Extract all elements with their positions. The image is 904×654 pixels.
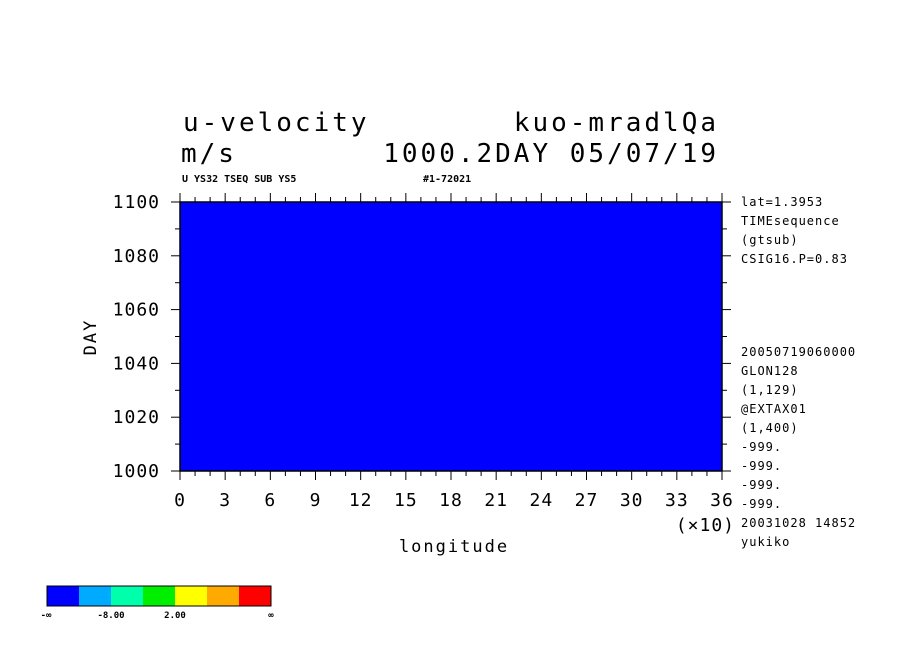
time-label: 1000.2DAY 05/07/19	[383, 139, 719, 169]
x-tick-label: 33	[665, 490, 689, 511]
x-tick-label: 0	[174, 490, 186, 511]
heatmap-field	[180, 202, 722, 471]
colorbar-label: -8.00	[97, 611, 124, 621]
x-tick-label: 9	[310, 490, 322, 511]
colorbar-swatch	[79, 586, 111, 606]
info-line: CSIG16.P=0.83	[741, 252, 848, 266]
x-tick-label: 21	[484, 490, 508, 511]
colorbar-swatch	[207, 586, 239, 606]
info-line: lat=1.3953	[741, 195, 823, 209]
colorbar-swatch	[175, 586, 207, 606]
y-tick-label: 1080	[113, 246, 160, 267]
x-tick-label: 15	[394, 490, 418, 511]
info-line: 20031028 14852	[741, 516, 856, 530]
info-line: 20050719060000	[741, 345, 856, 359]
y-axis-label: DAY	[81, 319, 101, 356]
units-label: m/s	[181, 139, 237, 169]
colorbar-swatch	[47, 586, 79, 606]
x-tick-label: 12	[349, 490, 373, 511]
colorbar	[46, 585, 272, 607]
info-line: yukiko	[741, 535, 790, 549]
info-line: TIMEsequence	[741, 214, 840, 228]
y-tick-label: 1020	[113, 407, 160, 428]
info-line: (gtsub)	[741, 233, 799, 247]
colorbar-frame	[46, 585, 272, 607]
info-line: (1,400)	[741, 421, 799, 435]
y-tick-labels: 1000 1020 1040 1060 1080 1100	[113, 192, 160, 482]
x-tick-label: 18	[439, 490, 463, 511]
run-name: kuo-mradlQa	[514, 108, 719, 138]
y-tick-label: 1000	[113, 461, 160, 482]
x-axis-label: longitude	[399, 537, 509, 557]
x-tick-label: 27	[575, 490, 599, 511]
colorbar-label: 2.00	[164, 611, 186, 621]
subtitle-left: U YS32 TSEQ SUB YS5	[182, 174, 296, 185]
info-line: -999.	[741, 440, 782, 454]
x-multiplier: (×10)	[676, 515, 735, 536]
y-tick-label: 1040	[113, 353, 160, 374]
info-line: (1,129)	[741, 383, 799, 397]
colorbar-labels: -∞ -8.00 2.00 ∞	[41, 611, 275, 621]
info-line: GLON128	[741, 364, 799, 378]
x-tick-label: 30	[620, 490, 644, 511]
x-tick-label: 3	[219, 490, 231, 511]
info-panel-bottom: 20050719060000 GLON128 (1,129) @EXTAX01 (1,4…	[741, 345, 856, 549]
info-line: -999.	[741, 459, 782, 473]
chart-title: u-velocity	[183, 108, 370, 138]
colorbar-label: ∞	[268, 611, 274, 621]
colorbar-swatch	[143, 586, 175, 606]
info-line: -999.	[741, 497, 782, 511]
colorbar-swatch	[111, 586, 143, 606]
info-line: @EXTAX01	[741, 402, 807, 416]
x-tick-labels: 0 3 6 9 12 15 18 21 24 27 30 33 36	[174, 490, 734, 511]
axis-ticks	[171, 193, 731, 480]
x-tick-label: 24	[529, 490, 553, 511]
colorbar-label: -∞	[41, 611, 52, 621]
x-tick-label: 36	[710, 490, 734, 511]
colorbar-swatch	[239, 586, 271, 606]
info-panel-top: lat=1.3953 TIMEsequence (gtsub) CSIG16.P=0.…	[741, 195, 848, 266]
info-line: -999.	[741, 478, 782, 492]
y-tick-label: 1060	[113, 300, 160, 321]
x-tick-label: 6	[264, 490, 276, 511]
subtitle-right: #1-72021	[423, 174, 471, 185]
y-tick-label: 1100	[113, 192, 160, 213]
